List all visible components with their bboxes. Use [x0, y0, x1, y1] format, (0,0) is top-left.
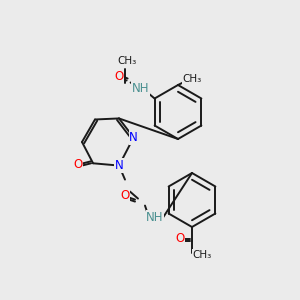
Text: N: N	[129, 131, 138, 144]
Text: O: O	[74, 158, 83, 171]
Text: CH₃: CH₃	[192, 250, 212, 260]
Text: O: O	[176, 232, 184, 245]
Text: O: O	[114, 70, 123, 83]
Text: NH: NH	[146, 211, 164, 224]
Text: N: N	[115, 159, 123, 172]
Text: CH₃: CH₃	[117, 56, 136, 65]
Text: CH₃: CH₃	[182, 74, 202, 84]
Text: O: O	[120, 189, 130, 202]
Text: NH: NH	[132, 82, 149, 95]
